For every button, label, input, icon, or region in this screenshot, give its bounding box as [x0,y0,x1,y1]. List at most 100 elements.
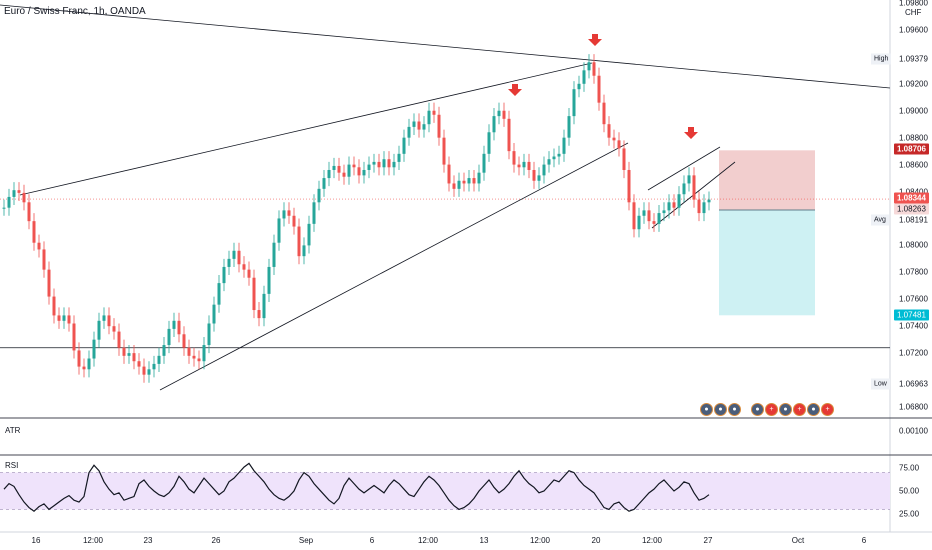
candle-body [412,121,416,127]
candle-body [597,75,601,103]
candle-body [622,148,626,170]
candle-body [642,210,646,216]
time-tick: Sep [298,536,314,545]
price-tick: 1.08000 [899,240,928,250]
candle-body [57,315,61,321]
dividend-plus-icon[interactable]: + [821,403,834,416]
candle-body [342,172,346,177]
candle-body [372,161,376,165]
time-tick: 12:00 [417,536,439,545]
candle-body [502,110,506,119]
rsi-band [0,472,890,510]
candle-body [127,353,131,356]
candle-body [287,210,291,216]
event-icons[interactable]: ● ● ● ● + ● + ● + [700,403,834,416]
avg-label: Avg [871,214,889,226]
trend-line [19,62,593,196]
event-flag-icon[interactable]: ● [807,403,820,416]
time-tick: 27 [703,536,713,545]
candle-body [87,358,91,370]
candle-body [592,62,596,76]
candle-body [337,165,341,173]
event-flag-icon[interactable]: ● [714,403,727,416]
high-value: 1.09379 [899,54,928,64]
candle-body [632,202,636,230]
candle-body [472,178,476,184]
candle-body [582,70,586,84]
atr-label[interactable]: ATR [5,426,21,435]
price-tick: 1.09800 [899,0,928,8]
stop-zone [719,209,815,316]
candle-body [217,283,221,305]
candle-body [407,126,411,138]
candle-body [432,110,436,115]
candle-body [417,121,421,130]
candle-body [672,202,676,208]
price-tick: 1.09600 [899,25,928,35]
candle-body [222,266,226,284]
event-flag-icon[interactable]: ● [728,403,741,416]
candle-body [452,183,456,189]
time-tick: 26 [211,536,221,545]
candle-body [47,269,51,297]
candle-body [187,347,191,356]
candle-body [307,223,311,246]
candle-body [292,215,296,227]
high-label: High [871,53,892,65]
time-tick: 12:00 [641,536,663,545]
candle-body [517,164,521,168]
candle-body [647,210,651,222]
candle-body [42,249,46,270]
candle-body [537,175,541,181]
time-tick: 12:00 [529,536,551,545]
candle-body [147,369,151,375]
rsi-label[interactable]: RSI [5,461,19,470]
candle-body [212,304,216,324]
candle-body [367,164,371,170]
event-flag-icon[interactable]: ● [779,403,792,416]
candle-body [252,277,256,311]
price-tick: 1.07200 [899,348,928,358]
down-arrow-icon [508,84,522,96]
candle-body [97,320,101,340]
candle-body [52,296,56,316]
candle-body [32,221,36,243]
candle-body [117,331,121,348]
candle-body [77,350,81,367]
candle-body [22,192,26,203]
candle-body [237,250,241,265]
candle-body [392,161,396,168]
event-flag-icon[interactable]: ● [751,403,764,416]
low-label: Low [871,378,890,390]
candle-body [487,132,491,154]
candle-body [382,159,386,168]
time-tick: 12:00 [82,536,104,545]
price-tick: 1.07800 [899,267,928,277]
candle-body [662,210,666,214]
trend-line [159,142,629,391]
event-flag-icon[interactable]: ● [700,403,713,416]
price-tick: 1.08600 [899,160,928,170]
target-zone [719,150,815,210]
candle-body [677,194,681,208]
currency-label: CHF [905,8,922,17]
candle-body [387,159,391,168]
candle-body [267,266,271,294]
candle-body [282,210,286,219]
avg-value: 1.08191 [899,215,928,225]
candle-body [437,114,441,138]
candle-body [232,250,236,259]
down-arrow-icon [588,34,602,46]
candle-body [602,102,606,125]
time-tick: 23 [143,536,153,545]
atr-value: 0.00100 [899,426,928,436]
dividend-plus-icon[interactable]: + [765,403,778,416]
candle-body [507,118,511,152]
stop-price-tag: 1.07481 [894,309,929,321]
candle-body [467,178,471,184]
price-tick: 1.09200 [899,79,928,89]
price-tick: 1.09000 [899,106,928,116]
dividend-plus-icon[interactable]: + [793,403,806,416]
